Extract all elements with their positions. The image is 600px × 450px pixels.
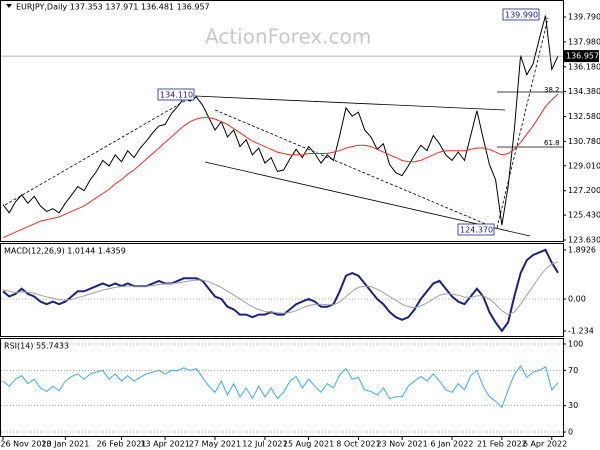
y-tick-label: 100 — [568, 340, 583, 349]
chart-title: EURJPY,Daily 137.353 137.971 136.481 136… — [16, 3, 210, 12]
price-label-box — [502, 8, 540, 21]
trend-line — [4, 94, 196, 206]
y-tick-label: -1.234 — [568, 327, 594, 336]
y-tick-label: 130.780 — [568, 137, 600, 146]
x-tick-label: 6 Jan 2022 — [431, 440, 474, 449]
series-line — [2, 365, 559, 409]
y-tick-label: 139.790 — [568, 13, 600, 22]
y-tick-label: 136.180 — [568, 62, 600, 71]
x-tick-label: 25 Aug 2021 — [283, 440, 334, 449]
x-tick-label: 13 Apr 2021 — [140, 440, 189, 449]
annotation: 124.370 — [460, 226, 493, 235]
y-tick-label: 127.200 — [568, 186, 600, 195]
panel-frames — [0, 0, 564, 437]
x-tick-label: 13 Jan 2021 — [41, 440, 89, 449]
x-tick-label: 21 Feb 2022 — [477, 440, 527, 449]
macd-frame — [0, 243, 564, 337]
series-line — [2, 248, 559, 333]
annotation: 61.8 — [544, 139, 560, 147]
y-tick-label: 134.380 — [568, 87, 600, 96]
rsi-frame — [0, 338, 564, 437]
y-tick-label: 0 — [568, 428, 573, 437]
price-label-box — [457, 223, 495, 236]
last-price-label: 136.957 — [566, 52, 599, 61]
x-tick-label: 26 Nov 2020 — [0, 440, 51, 449]
series-line — [2, 15, 559, 226]
rsi-title: RSI(14) 55.7433 — [4, 342, 69, 351]
y-tick-label: 70 — [568, 366, 578, 375]
x-tick-label: 12 Jul 2021 — [242, 440, 287, 449]
price-label-box — [157, 88, 195, 101]
annotation: 139.990 — [505, 11, 538, 20]
macd-title: MACD(12,26,9) 1.0144 1.4359 — [4, 247, 126, 256]
y-tick-label: 30 — [568, 401, 578, 410]
y-tick-label: 123.630 — [568, 236, 600, 245]
series-line — [2, 93, 559, 239]
y-tick-label: 129.010 — [568, 161, 600, 170]
annotation: 38.2 — [544, 86, 560, 94]
trend-line — [496, 17, 549, 229]
watermark: ActionForex.com — [205, 25, 371, 49]
series-line — [2, 261, 559, 316]
y-tick-label: 132.580 — [568, 112, 600, 121]
y-tick-label: 137.980 — [568, 37, 600, 46]
y-tick-label: 125.430 — [568, 211, 600, 220]
x-tick-label: 6 Apr 2022 — [523, 440, 567, 449]
trend-line — [194, 95, 506, 111]
x-tick-label: 8 Oct 2021 — [336, 440, 380, 449]
y-tick-label: 1.8926 — [568, 246, 596, 255]
price-frame — [0, 0, 564, 242]
menu-icon — [6, 4, 12, 8]
x-tick-label: 23 Nov 2021 — [376, 440, 427, 449]
x-tick-label: 27 May 2021 — [189, 440, 241, 449]
trend-line — [214, 109, 496, 229]
annotation: 134.110 — [160, 91, 193, 100]
last-price-box — [563, 50, 599, 63]
x-tick-label: 26 Feb 2021 — [97, 440, 147, 449]
y-tick-label: 0.00 — [568, 295, 586, 304]
